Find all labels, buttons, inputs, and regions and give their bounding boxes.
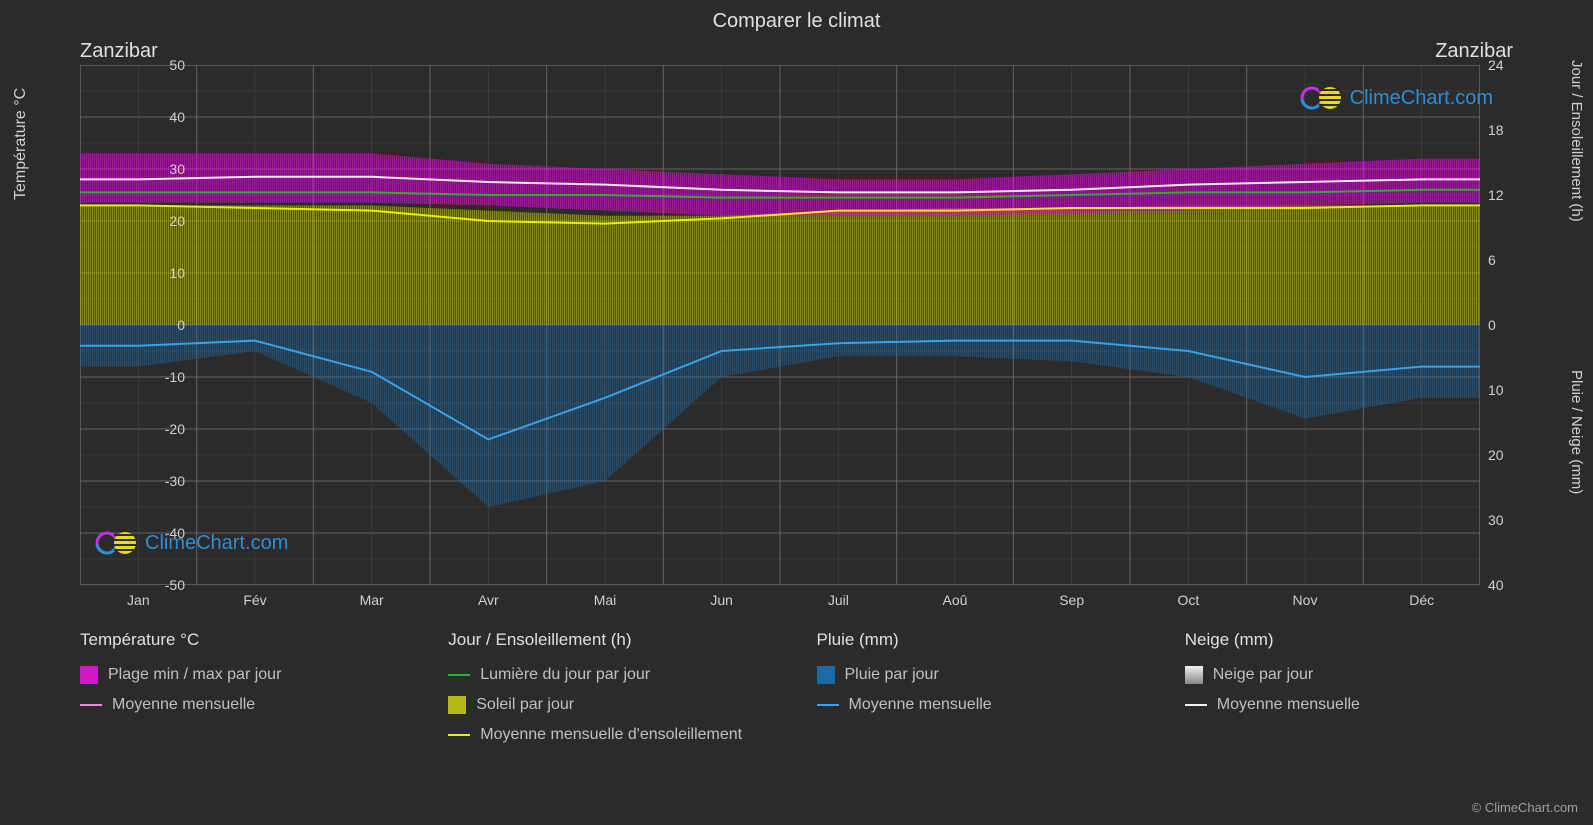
- y-left-tick: -30: [85, 473, 185, 489]
- x-tick: Mar: [360, 592, 384, 608]
- brand-logo-top: ClimeChart.com: [1300, 85, 1493, 111]
- x-tick: Nov: [1293, 592, 1318, 608]
- legend-swatch-sun: [448, 696, 466, 714]
- y-left-tick: -20: [85, 421, 185, 437]
- y-right-bottom-tick: 20: [1488, 447, 1588, 463]
- y-right-top-tick: 18: [1488, 122, 1588, 138]
- y-left-tick: 50: [85, 57, 185, 73]
- legend-swatch-rain-avg: [817, 704, 839, 706]
- legend-item: Moyenne mensuelle d'ensoleillement: [448, 726, 816, 744]
- legend-col-daylight: Jour / Ensoleillement (h) Lumière du jou…: [448, 630, 816, 744]
- brand-text: ClimeChart.com: [145, 532, 288, 555]
- legend-title: Pluie (mm): [817, 630, 1185, 650]
- legend-col-rain: Pluie (mm) Pluie par jour Moyenne mensue…: [817, 630, 1185, 744]
- x-tick: Déc: [1409, 592, 1434, 608]
- brand-text: ClimeChart.com: [1350, 87, 1493, 110]
- legend-col-snow: Neige (mm) Neige par jour Moyenne mensue…: [1185, 630, 1553, 744]
- y-right-bottom-tick: 40: [1488, 577, 1588, 593]
- legend-item: Neige par jour: [1185, 666, 1553, 684]
- y-axis-left-label: Température °C: [12, 88, 30, 200]
- y-right-top-tick: 12: [1488, 187, 1588, 203]
- legend-label: Moyenne mensuelle d'ensoleillement: [480, 726, 742, 744]
- x-tick: Avr: [478, 592, 499, 608]
- legend-item: Moyenne mensuelle: [80, 696, 448, 714]
- legend-label: Lumière du jour par jour: [480, 666, 650, 684]
- legend-title: Température °C: [80, 630, 448, 650]
- y-left-tick: -50: [85, 577, 185, 593]
- y-right-top-tick: 24: [1488, 57, 1588, 73]
- y-right-bottom-tick: 30: [1488, 512, 1588, 528]
- x-tick: Juil: [828, 592, 849, 608]
- legend-swatch-rain: [817, 666, 835, 684]
- legend-item: Moyenne mensuelle: [817, 696, 1185, 714]
- climate-chart: Comparer le climat Zanzibar Zanzibar Tem…: [0, 0, 1593, 825]
- legend-swatch-sun-avg: [448, 734, 470, 736]
- plot-area: [80, 65, 1480, 585]
- logo-icon: [1300, 85, 1344, 111]
- chart-title: Comparer le climat: [0, 10, 1593, 33]
- legend-item: Plage min / max par jour: [80, 666, 448, 684]
- y-right-top-tick: 0: [1488, 317, 1588, 333]
- x-tick: Oct: [1177, 592, 1199, 608]
- y-left-tick: 20: [85, 213, 185, 229]
- legend-swatch-temp-avg: [80, 704, 102, 706]
- y-left-tick: -10: [85, 369, 185, 385]
- legend-label: Moyenne mensuelle: [849, 696, 992, 714]
- logo-icon: [95, 530, 139, 556]
- legend-label: Plage min / max par jour: [108, 666, 281, 684]
- y-right-bottom-tick: 10: [1488, 382, 1588, 398]
- legend-item: Soleil par jour: [448, 696, 816, 714]
- legend-item: Pluie par jour: [817, 666, 1185, 684]
- legend-label: Neige par jour: [1213, 666, 1314, 684]
- x-tick: Mai: [594, 592, 617, 608]
- legend-title: Jour / Ensoleillement (h): [448, 630, 816, 650]
- legend-label: Moyenne mensuelle: [112, 696, 255, 714]
- x-tick: Fév: [243, 592, 266, 608]
- legend-col-temperature: Température °C Plage min / max par jour …: [80, 630, 448, 744]
- legend-label: Pluie par jour: [845, 666, 939, 684]
- legend-swatch-snow-avg: [1185, 704, 1207, 706]
- legend-label: Soleil par jour: [476, 696, 574, 714]
- legend-swatch-daylight: [448, 674, 470, 676]
- legend: Température °C Plage min / max par jour …: [80, 630, 1553, 744]
- y-left-tick: 10: [85, 265, 185, 281]
- x-tick: Aoû: [943, 592, 968, 608]
- y-left-tick: 0: [85, 317, 185, 333]
- brand-logo-bottom: ClimeChart.com: [95, 530, 288, 556]
- x-tick: Jan: [127, 592, 150, 608]
- y-left-tick: 40: [85, 109, 185, 125]
- copyright-text: © ClimeChart.com: [1472, 800, 1578, 815]
- legend-swatch-temp-range: [80, 666, 98, 684]
- legend-item: Moyenne mensuelle: [1185, 696, 1553, 714]
- x-tick: Sep: [1059, 592, 1084, 608]
- y-right-top-tick: 6: [1488, 252, 1588, 268]
- legend-title: Neige (mm): [1185, 630, 1553, 650]
- legend-swatch-snow: [1185, 666, 1203, 684]
- y-left-tick: 30: [85, 161, 185, 177]
- legend-label: Moyenne mensuelle: [1217, 696, 1360, 714]
- x-tick: Jun: [710, 592, 733, 608]
- legend-item: Lumière du jour par jour: [448, 666, 816, 684]
